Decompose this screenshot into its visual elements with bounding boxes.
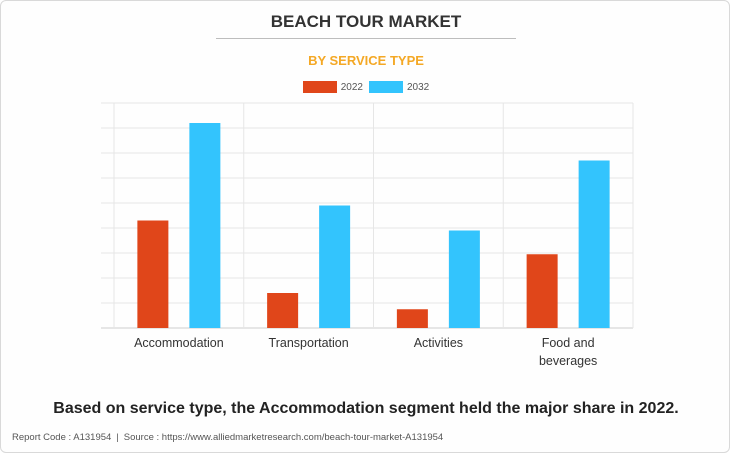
legend-label-2032: 2032	[407, 81, 430, 93]
legend: 2022 2032	[1, 81, 730, 93]
bar-layer	[137, 123, 610, 328]
x-tick-label: Transportation	[269, 336, 349, 350]
legend-swatch-2022	[302, 81, 337, 93]
bar-2022-1	[267, 293, 299, 328]
bar-2022-3	[526, 254, 558, 328]
x-tick-label-line: Activities	[414, 336, 463, 350]
x-axis-labels: Accommodation Transportation Activities Foo…	[134, 336, 597, 368]
x-tick-label-line: beverages	[539, 354, 597, 368]
footer: Report Code : A131954 | Source : https://w…	[12, 432, 443, 443]
x-tick-label-line: Food and	[542, 336, 595, 350]
bar-2032-2	[448, 230, 480, 328]
title-divider	[216, 38, 516, 39]
bar-2032-3	[578, 160, 610, 328]
bar-2022-0	[137, 220, 169, 328]
legend-label-2022: 2022	[340, 81, 363, 93]
chart-title: BEACH TOUR MARKET	[270, 12, 462, 31]
x-tick-label: Accommodation	[134, 336, 224, 350]
footer-separator: |	[116, 432, 119, 443]
legend-item-2032[interactable]: 2032	[369, 81, 429, 93]
bar-2032-1	[319, 205, 351, 328]
legend-item-2022[interactable]: 2022	[302, 81, 363, 93]
legend-swatch-2032	[369, 81, 403, 93]
x-tick-label-line: Transportation	[269, 336, 349, 350]
chart-subtitle: BY SERVICE TYPE	[308, 53, 424, 68]
x-tick-label-line: Accommodation	[134, 336, 224, 350]
x-tick-label: Activities	[414, 336, 463, 350]
bar-chart: Accommodation Transportation Activities Foo…	[101, 102, 634, 368]
x-tick-label: Food and beverages	[539, 336, 597, 368]
bar-2032-0	[189, 123, 221, 328]
report-code: Report Code : A131954	[12, 432, 112, 443]
bar-2022-2	[396, 309, 428, 328]
source-link[interactable]: Source : https://www.alliedmarketresearc…	[123, 432, 444, 443]
chart-caption: Based on service type, the Accommodation…	[53, 400, 679, 417]
